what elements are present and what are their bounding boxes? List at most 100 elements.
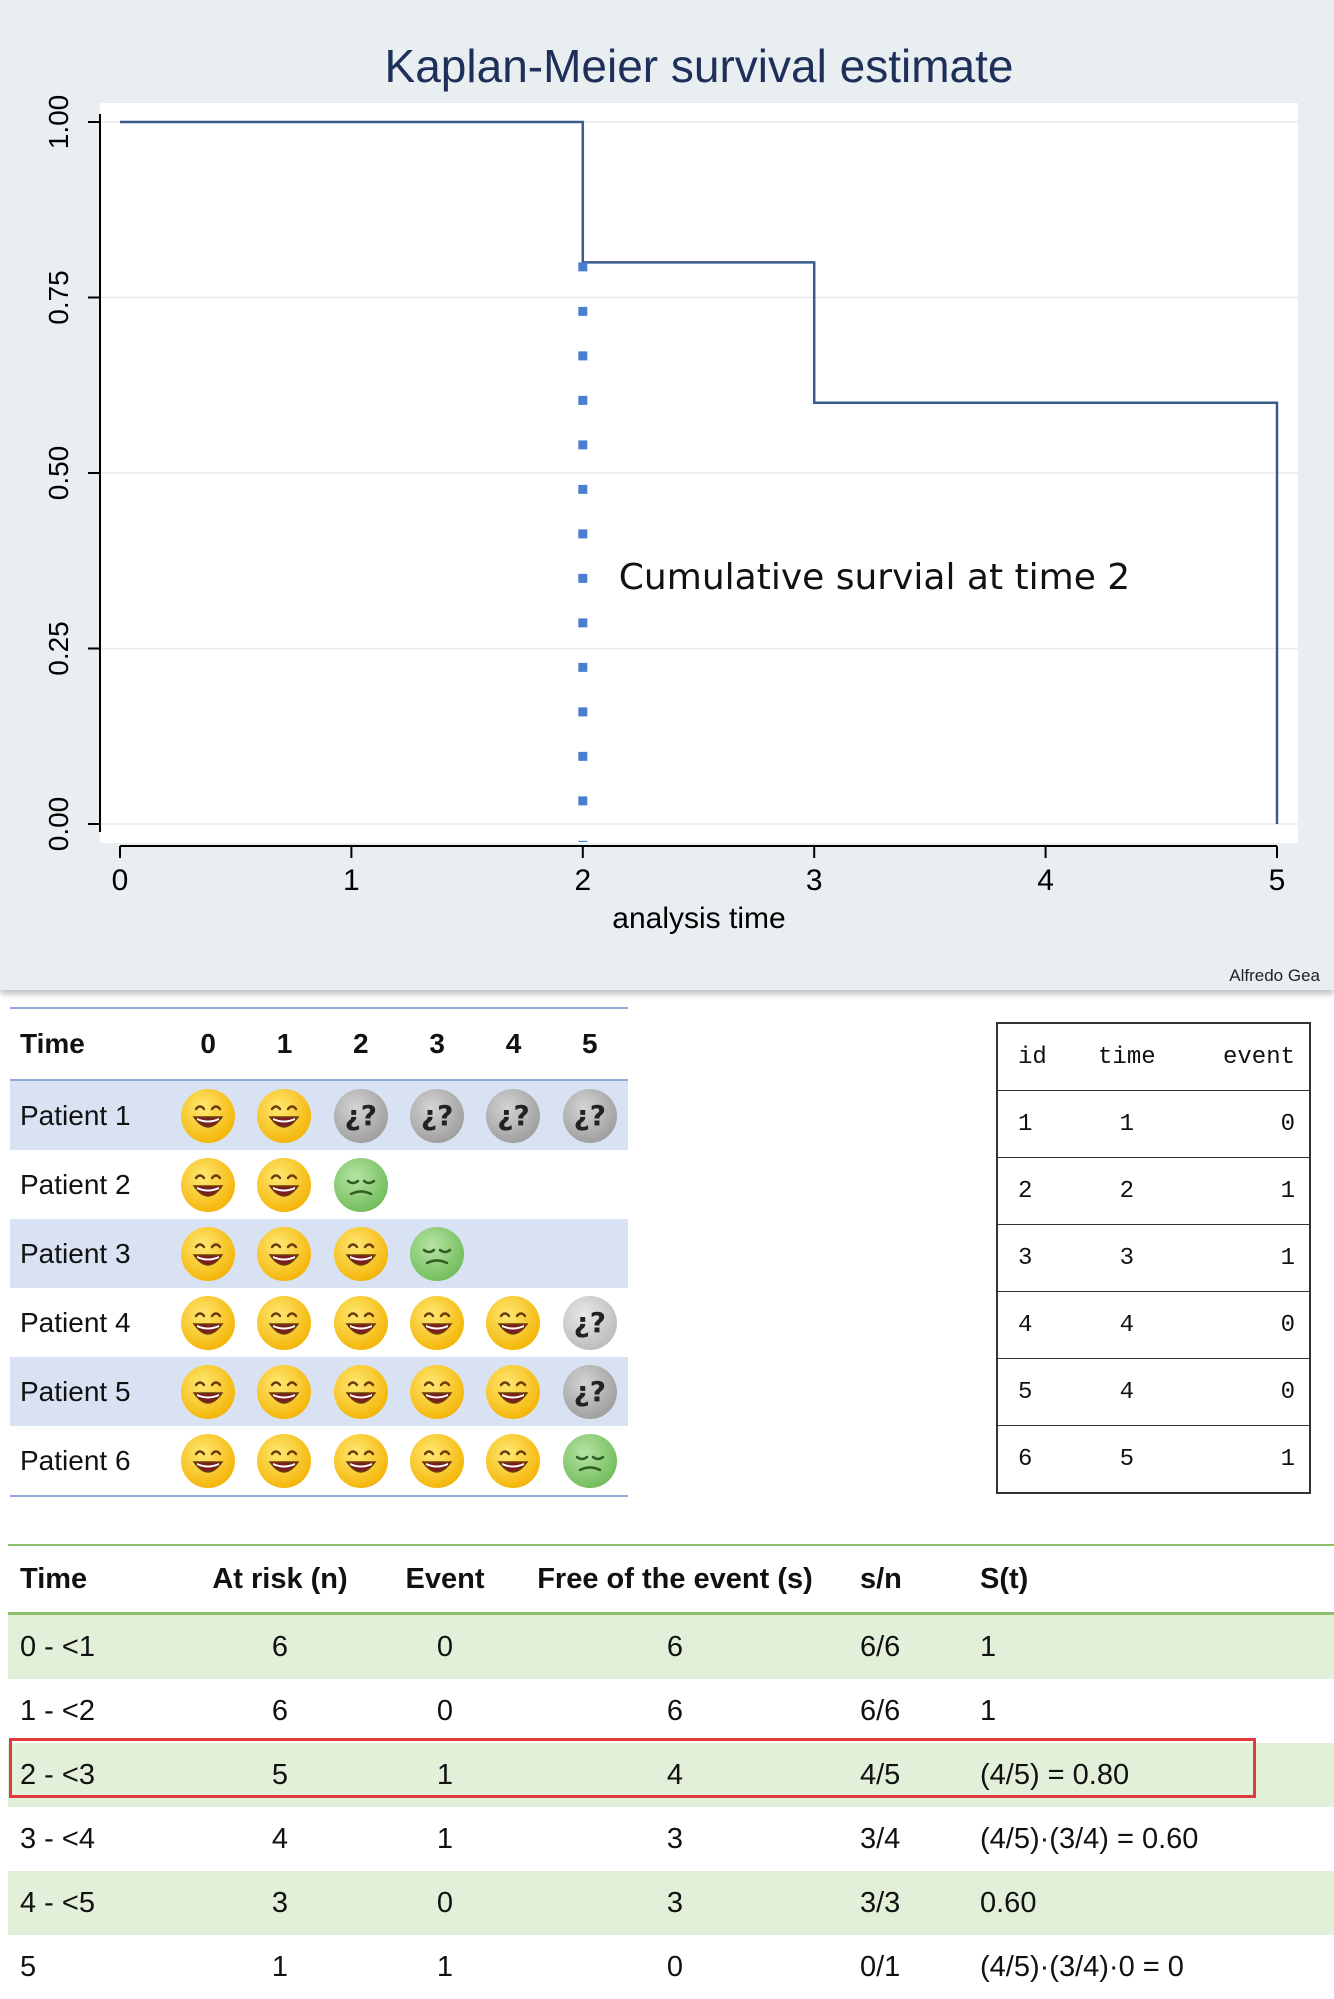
col-id: id [997, 1023, 1077, 1091]
happy-face-icon [257, 1157, 312, 1212]
patient-cell [322, 1219, 399, 1288]
patient-cell [170, 1288, 246, 1357]
censored-unknown-icon: ¿? [333, 1088, 388, 1143]
header-t1: 1 [276, 1028, 293, 1059]
patient-cell [552, 1150, 628, 1219]
km-cell-free: 0 [666, 1950, 684, 1983]
patient-cell: ¿? [322, 1079, 399, 1150]
patient-cell [246, 1079, 323, 1150]
x-tick-label-1: 1 [343, 864, 360, 897]
patient-row: Patient 1 ¿? ¿? ¿? ¿? [10, 1079, 628, 1150]
patient-cell [399, 1426, 475, 1496]
x-tick-label-4: 4 [1037, 864, 1054, 897]
km-cell-time: 4 - <5 [8, 1871, 180, 1935]
km-cell-time: 1 - <2 [20, 1694, 95, 1727]
km-cell-event: 0 [380, 1613, 510, 1679]
km-table-row: 1 - <2 6 0 6 6/6 1 [8, 1679, 1334, 1743]
data-cell-time: 4 [1076, 1291, 1177, 1359]
data-cell-time: 4 [1076, 1358, 1177, 1426]
km-cell-st: 1 [960, 1613, 1334, 1679]
happy-face-icon [257, 1433, 312, 1488]
patient-cell [246, 1426, 322, 1496]
happy-face-icon [181, 1088, 236, 1143]
km-cell-st: (4/5)·(3/4) = 0.60 [980, 1822, 1199, 1855]
data-cell-id: 2 [997, 1157, 1077, 1225]
km-cell-free: 3 [666, 1822, 684, 1855]
x-tick-label-0: 0 [112, 864, 129, 897]
data-cell-event: 1 [1176, 1157, 1310, 1225]
data-cell-event: 0 [1176, 1358, 1310, 1426]
patient-cell [399, 1150, 475, 1219]
km-header-free: Free of the event (s) [510, 1545, 840, 1615]
km-cell-sn: 6/6 [840, 1613, 960, 1679]
patient-cell [323, 1288, 399, 1357]
km-cell-event: 0 [380, 1871, 510, 1935]
x-tick-label-3: 3 [806, 864, 823, 897]
happy-face-icon [181, 1157, 236, 1212]
km-cell-sn: 6/6 [860, 1694, 901, 1727]
happy-face-icon [410, 1433, 465, 1488]
km-cell-at-risk: 6 [271, 1694, 289, 1727]
patient-cell [475, 1357, 552, 1426]
km-cell-st: (4/5)·(3/4)·0 = 0 [980, 1950, 1184, 1983]
y-tick-label-2: 0.50 [43, 446, 74, 501]
sad-face-icon [562, 1433, 617, 1488]
km-header-st: S(t) [960, 1545, 1334, 1615]
patient-cell: ¿? [551, 1357, 628, 1426]
km-cell-at-risk: 3 [180, 1871, 380, 1935]
patient-cell: ¿? [475, 1079, 552, 1150]
patient-cell: ¿? [551, 1079, 628, 1150]
happy-face-icon [181, 1226, 236, 1281]
x-axis-label: analysis time [612, 902, 785, 935]
patient-row: Patient 2 [10, 1150, 628, 1219]
patient-cell [246, 1150, 322, 1219]
patient-cell [398, 1357, 476, 1426]
x-tick-label-2: 2 [574, 864, 591, 897]
unknown-symbol: ¿? [573, 1374, 607, 1408]
unknown-symbol: ¿? [344, 1098, 378, 1132]
patient-cell [475, 1426, 551, 1496]
unknown-symbol: ¿? [497, 1098, 530, 1132]
patient-cell [170, 1219, 247, 1288]
happy-face-icon [181, 1433, 236, 1488]
km-table-row: 4 - <5 3 0 3 3/3 0.60 [8, 1871, 1334, 1935]
km-cell-at-risk: 4 [271, 1822, 289, 1855]
km-cell-time: 0 - <1 [8, 1613, 180, 1679]
censored-unknown-icon: ¿? [486, 1088, 541, 1143]
patient-cell [323, 1426, 399, 1496]
patient-row: Patient 5 ¿? [10, 1357, 628, 1426]
patient-cell [551, 1219, 628, 1288]
header-t5: 5 [582, 1028, 598, 1059]
km-cell-free: 6 [666, 1694, 684, 1727]
sad-face-icon [333, 1157, 388, 1212]
censored-unknown-icon: ¿? [562, 1295, 617, 1350]
author-credit: Alfredo Gea [1229, 966, 1320, 985]
patient-label: Patient 2 [20, 1168, 131, 1200]
km-header-event: Event [380, 1545, 510, 1615]
happy-face-icon [257, 1088, 312, 1143]
patient-label: Patient 3 [10, 1219, 170, 1288]
km-cell-at-risk: 6 [180, 1613, 380, 1679]
happy-face-icon [257, 1295, 312, 1350]
y-tick-label-3: 0.75 [43, 270, 74, 325]
patient-cell [475, 1288, 551, 1357]
unknown-symbol: ¿? [573, 1305, 607, 1339]
data-cell-time: 3 [1076, 1224, 1177, 1292]
patient-cell [399, 1288, 475, 1357]
patient-row: Patient 6 [10, 1426, 628, 1496]
km-table-row: 3 - <4 4 1 3 3/4 (4/5)·(3/4) = 0.60 [8, 1807, 1334, 1871]
happy-face-icon [333, 1433, 388, 1488]
km-header-sn: s/n [840, 1545, 960, 1615]
patient-cell: ¿? [398, 1079, 476, 1150]
header-t2: 2 [353, 1028, 369, 1059]
patient-label: Patient 5 [10, 1357, 170, 1426]
km-cell-sn: 0/1 [860, 1950, 901, 1983]
patient-cell [246, 1288, 322, 1357]
km-header-time: Time [8, 1545, 180, 1615]
happy-face-icon [333, 1226, 388, 1281]
